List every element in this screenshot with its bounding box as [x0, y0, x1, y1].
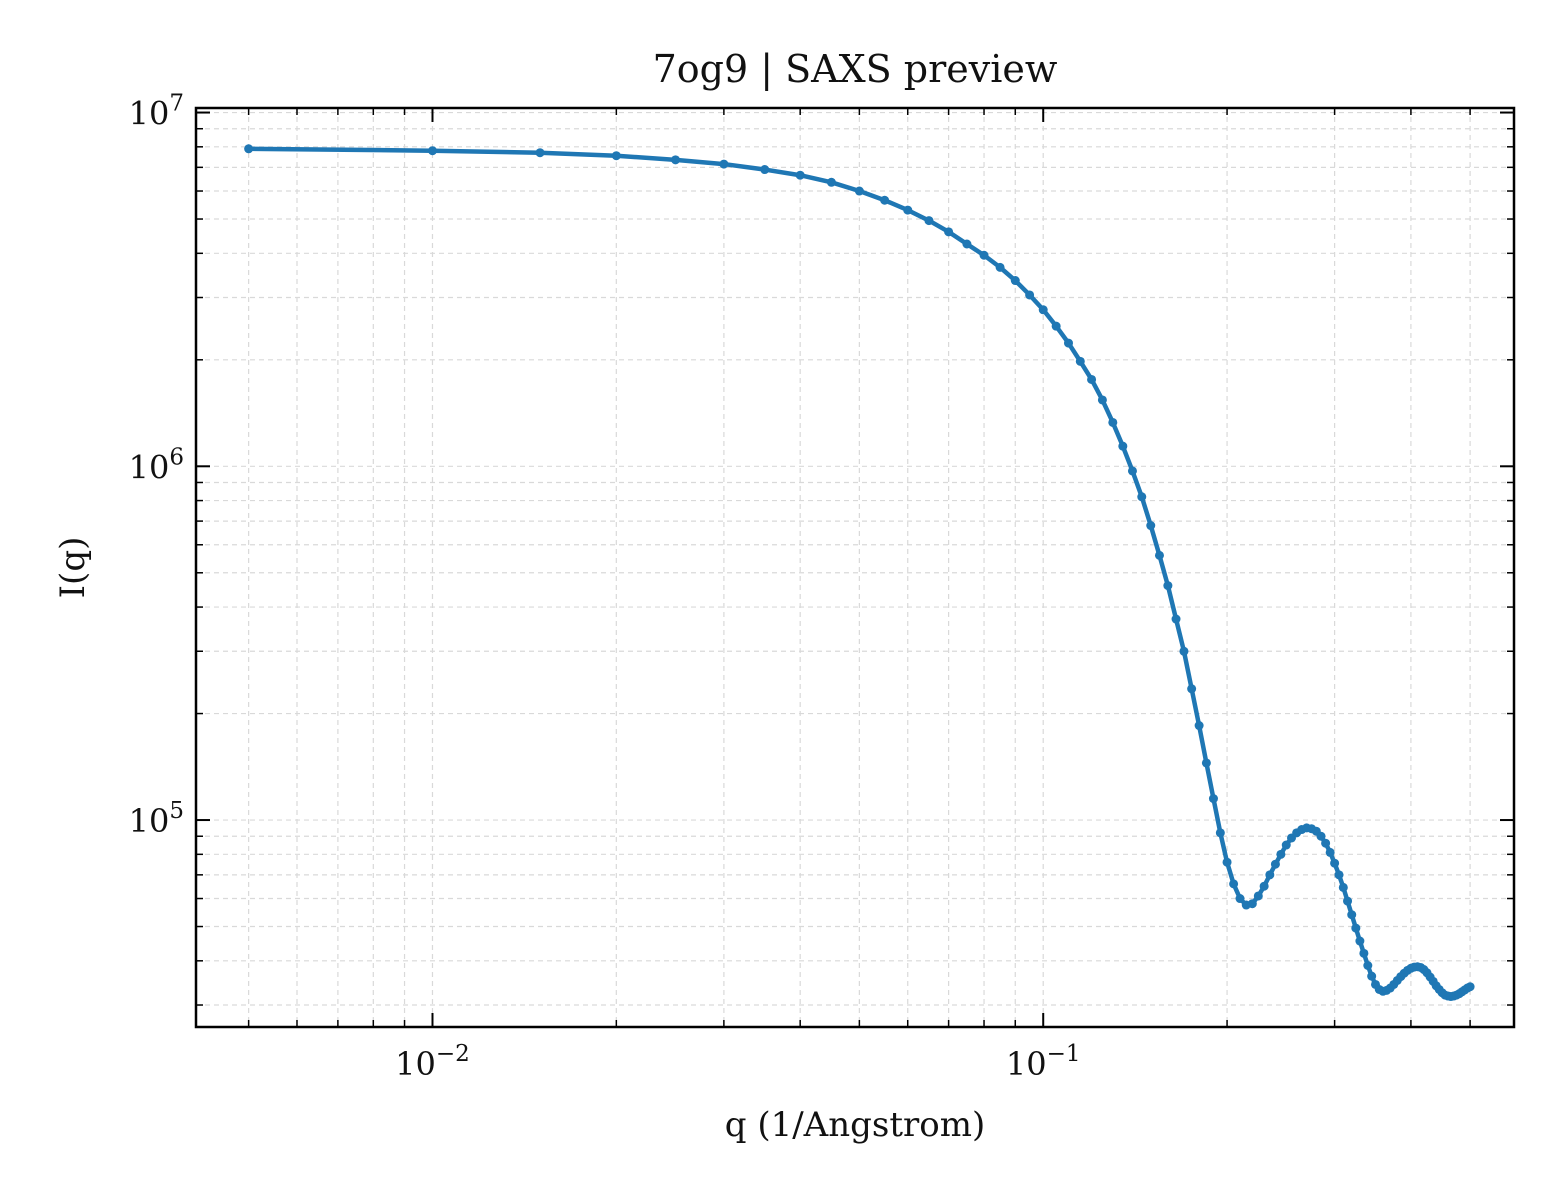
- data-point: [1194, 721, 1204, 731]
- x-tick-label-base: 10: [1006, 1045, 1047, 1083]
- data-point: [1118, 441, 1128, 451]
- data-point: [1281, 840, 1291, 850]
- data-point: [1321, 838, 1331, 848]
- grid: [196, 108, 1514, 1027]
- data-point: [1355, 936, 1365, 946]
- y-tick-label-base: 10: [129, 802, 170, 840]
- data-point: [962, 239, 972, 249]
- data-point: [1270, 859, 1280, 869]
- data-point: [1316, 831, 1326, 841]
- data-point: [1064, 338, 1073, 348]
- data-point: [795, 170, 805, 180]
- data-point: [427, 146, 437, 156]
- y-tick-label-base: 10: [129, 448, 170, 486]
- data-point: [1367, 971, 1377, 981]
- axis-ticks: [196, 108, 1514, 1027]
- data-point: [1325, 847, 1335, 857]
- data-point: [535, 148, 545, 158]
- x-tick-label-exponent: −2: [436, 1041, 470, 1067]
- data-point: [1235, 894, 1245, 904]
- y-tick-label: 106: [129, 444, 184, 486]
- x-axis-label: q (1/Angstrom): [725, 1105, 985, 1145]
- data-point: [1127, 466, 1137, 476]
- x-tick-label-base: 10: [395, 1045, 436, 1083]
- data-point: [1097, 395, 1107, 405]
- data-point: [1334, 870, 1344, 880]
- y-axis-label: I(q): [53, 537, 93, 599]
- data-point: [880, 195, 890, 205]
- x-tick-label: 10−2: [395, 1041, 470, 1083]
- data-point: [1163, 581, 1173, 591]
- data-point: [924, 216, 934, 226]
- data-point: [760, 165, 770, 175]
- data-point: [1343, 896, 1353, 906]
- data-point: [1051, 321, 1061, 331]
- data-point: [1038, 305, 1048, 315]
- data-point: [1187, 684, 1197, 694]
- chart-title: 7og9 | SAXS preview: [653, 47, 1058, 91]
- y-tick-label-base: 10: [129, 95, 170, 133]
- data-point: [903, 205, 913, 215]
- data-point: [1359, 948, 1369, 958]
- data-point: [826, 177, 836, 187]
- data-point: [1179, 646, 1189, 656]
- data-point: [1025, 290, 1035, 300]
- plot-frame: [194, 106, 1516, 1029]
- data-point: [611, 151, 621, 161]
- data-point: [1276, 849, 1286, 859]
- data-point: [1201, 758, 1211, 768]
- data-point: [1465, 982, 1475, 992]
- data-point: [1222, 857, 1232, 867]
- y-tick-label-exponent: 6: [169, 444, 184, 470]
- data-point: [1363, 961, 1373, 970]
- data-point: [1075, 356, 1085, 366]
- data-point: [1137, 492, 1147, 502]
- x-tick-label-exponent: −1: [1047, 1041, 1081, 1067]
- data-point: [1108, 417, 1118, 427]
- data-point: [979, 250, 989, 260]
- data-point: [1154, 550, 1164, 560]
- data-point: [1265, 870, 1275, 880]
- data-point: [1330, 858, 1340, 868]
- data-point: [244, 144, 254, 154]
- data-point: [1146, 521, 1156, 531]
- data-point: [1351, 923, 1361, 933]
- data-point: [1338, 882, 1348, 892]
- x-tick-label: 10−1: [1006, 1041, 1081, 1083]
- data-point: [1229, 879, 1239, 889]
- y-tick-label-exponent: 7: [169, 91, 184, 117]
- y-tick-label: 105: [129, 798, 184, 840]
- data-point: [1087, 374, 1097, 384]
- y-tick-label: 107: [129, 91, 184, 133]
- series-points: [244, 144, 1475, 1002]
- data-point: [1259, 881, 1269, 891]
- data-point: [1347, 910, 1357, 920]
- data-point: [1010, 276, 1020, 286]
- data-point: [1208, 794, 1218, 804]
- data-point: [1247, 899, 1257, 909]
- data-point: [854, 186, 864, 196]
- data-point: [1171, 614, 1181, 624]
- data-point: [944, 227, 954, 237]
- data-point: [671, 155, 681, 165]
- data-point: [995, 262, 1005, 272]
- data-point: [1215, 828, 1225, 838]
- y-tick-label-exponent: 5: [169, 798, 184, 824]
- data-point: [719, 159, 729, 169]
- data-point: [1253, 891, 1263, 901]
